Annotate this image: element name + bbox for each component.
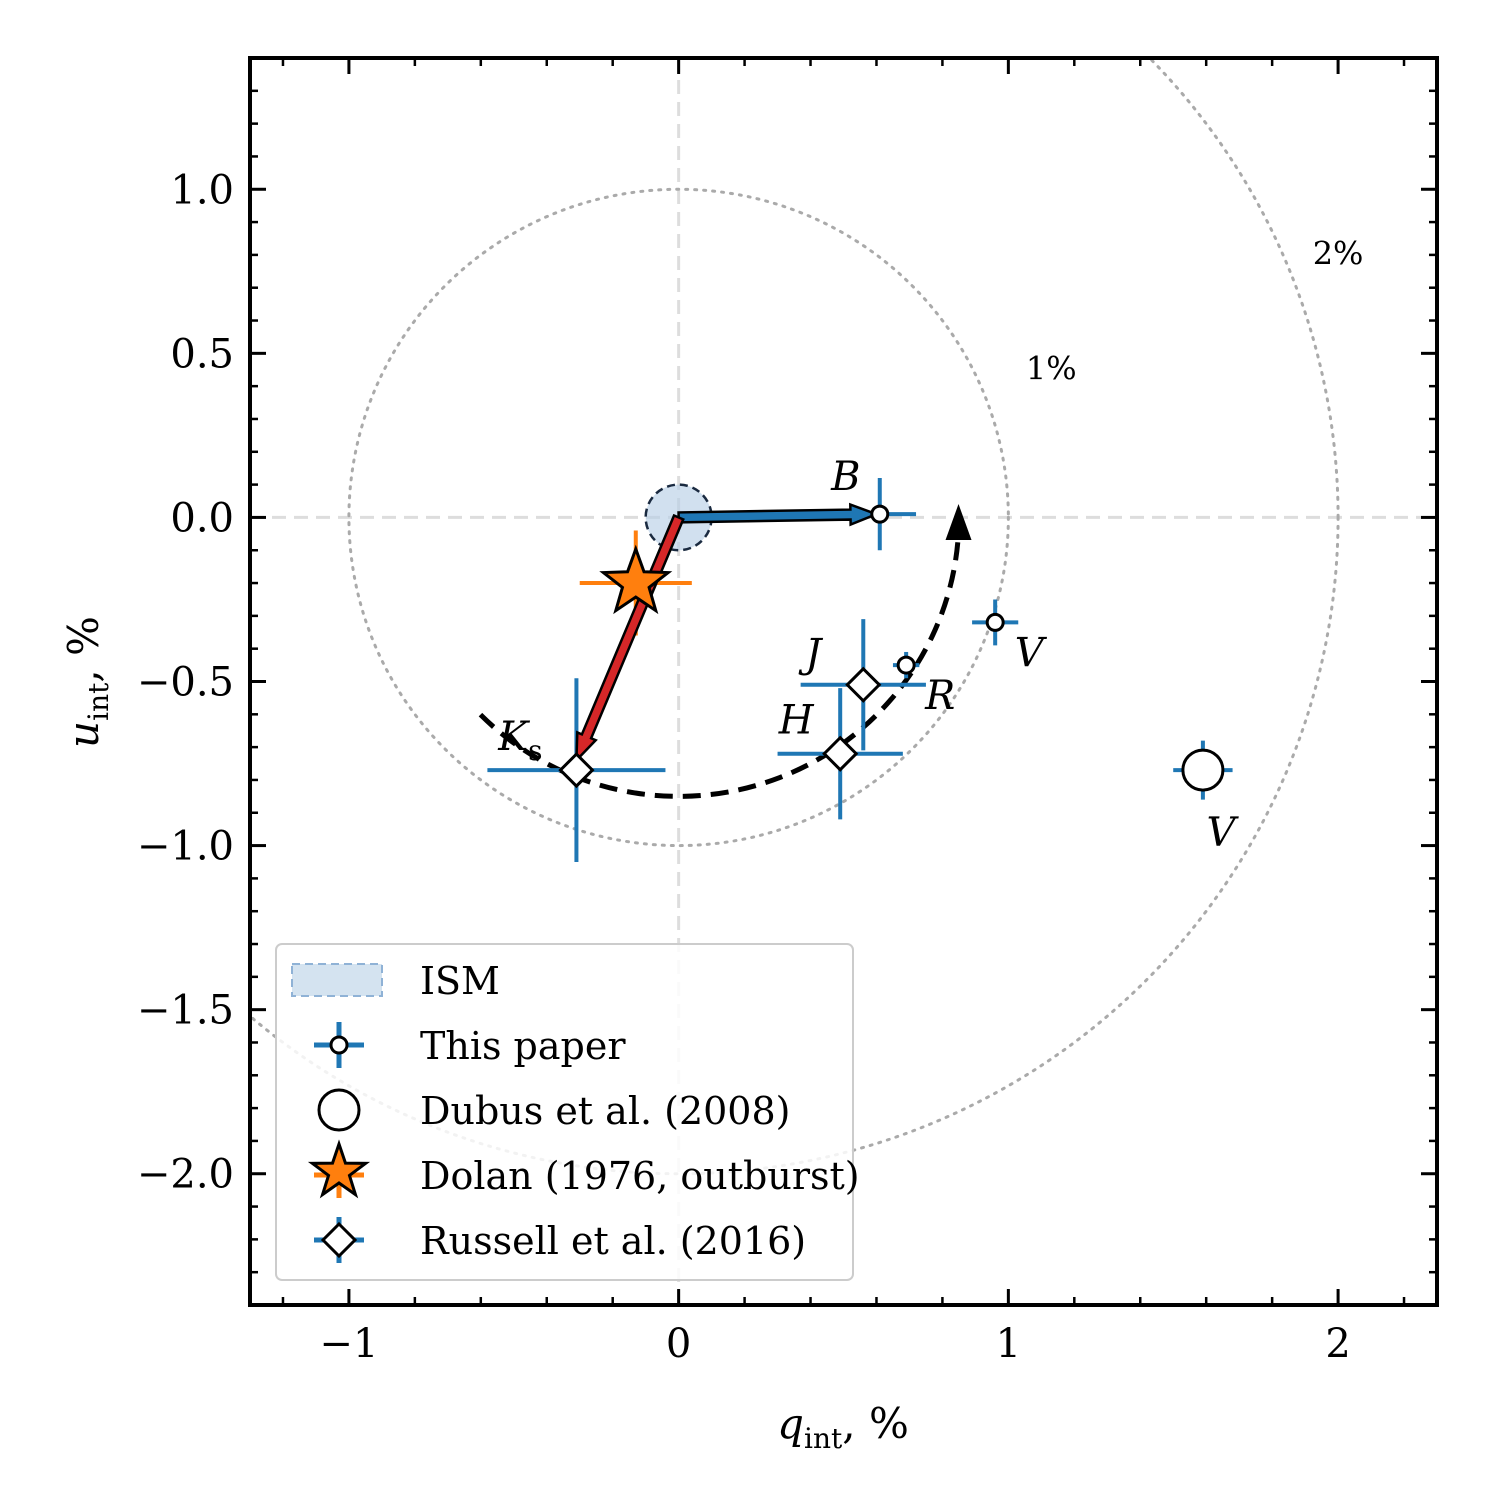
vector-arrow-1 — [677, 502, 880, 527]
point-label-subscript: s — [528, 734, 542, 767]
x-tick-label: 1 — [996, 1321, 1021, 1367]
vector-arrow-2 — [575, 513, 685, 764]
point-label-s3-p2: Ks — [497, 714, 542, 767]
y-tick-label: −0.5 — [137, 660, 234, 706]
data-point-s1-p0 — [1181, 748, 1225, 792]
arrows-layer — [575, 502, 880, 764]
legend-diamond-marker — [320, 1221, 358, 1259]
rotation-arc-arrowhead — [945, 504, 972, 541]
legend-ism-swatch — [291, 963, 383, 997]
point-label-s1-p0: V — [1206, 810, 1239, 856]
legend-entry-dolan: Dolan (1976, outburst) — [307, 1139, 860, 1199]
data-point-s3-p1 — [822, 735, 859, 772]
legend-box — [275, 943, 854, 1281]
y-tick-label: 0.5 — [170, 331, 234, 377]
legend-star-marker — [307, 1139, 371, 1199]
y-tick-label: −1.0 — [137, 824, 234, 870]
legend-entry-russell: Russell et al. (2016) — [314, 1217, 806, 1263]
x-tick-label: 0 — [666, 1321, 691, 1367]
point-label-s3-p1: H — [778, 698, 815, 744]
legend-label-this-paper: This paper — [420, 1024, 626, 1068]
legend-entry-ism: ISM — [291, 959, 500, 1003]
legend-small-circle-marker — [329, 1035, 349, 1055]
rotation-arc — [478, 531, 962, 799]
reference-circle-1 — [347, 187, 1010, 848]
data-point-s2-p0 — [599, 544, 673, 615]
point-label-s0-p2: R — [924, 673, 955, 719]
ticks-layer: −1 0 1 2 1.0 0.5 0.0 −0.5 −1.0 −1.5 −2.0 — [137, 58, 1437, 1367]
data-point-s3-p0 — [845, 666, 882, 703]
legend-entry-this-paper: This paper — [314, 1022, 626, 1068]
reference-circle-label-1: 1% — [1026, 350, 1077, 388]
point-label-s3-p0: J — [798, 631, 823, 677]
y-tick-label: −1.5 — [137, 988, 234, 1034]
x-tick-label: 2 — [1325, 1321, 1350, 1367]
x-axis-title: qint, % — [777, 1399, 909, 1455]
legend-entry-dubus: Dubus et al. (2008) — [317, 1088, 790, 1133]
legend-large-circle-marker — [317, 1088, 361, 1132]
point-label-s0-p0: B — [830, 454, 860, 500]
legend: ISM This paper Dubus et al. (2008) Dolan… — [275, 943, 860, 1281]
y-tick-label: −2.0 — [137, 1152, 234, 1198]
plot-frame — [248, 56, 1439, 1307]
data-point-s0-p1 — [985, 612, 1005, 632]
legend-label-dubus: Dubus et al. (2008) — [420, 1089, 790, 1133]
y-tick-label: 1.0 — [170, 167, 234, 213]
y-axis-title: uint, % — [59, 616, 115, 748]
data-point-s3-p2 — [558, 751, 595, 789]
data-point-s0-p0 — [870, 504, 890, 524]
data-point-s0-p2 — [896, 655, 916, 675]
legend-label-dolan: Dolan (1976, outburst) — [420, 1154, 860, 1198]
reference-circles — [250, 58, 1340, 1176]
legend-label-ism: ISM — [420, 959, 500, 1003]
legend-label-russell: Russell et al. (2016) — [420, 1219, 806, 1263]
point-label-s0-p1: V — [1015, 630, 1048, 676]
point-labels: 1% 2% B V R V JH Ks — [497, 235, 1363, 856]
y-tick-label: 0.0 — [170, 495, 234, 541]
markers-layer — [558, 504, 1225, 792]
reference-circle-2 — [250, 58, 1340, 1176]
reference-circle-label-2: 2% — [1313, 235, 1364, 273]
x-tick-label: −1 — [319, 1321, 378, 1367]
